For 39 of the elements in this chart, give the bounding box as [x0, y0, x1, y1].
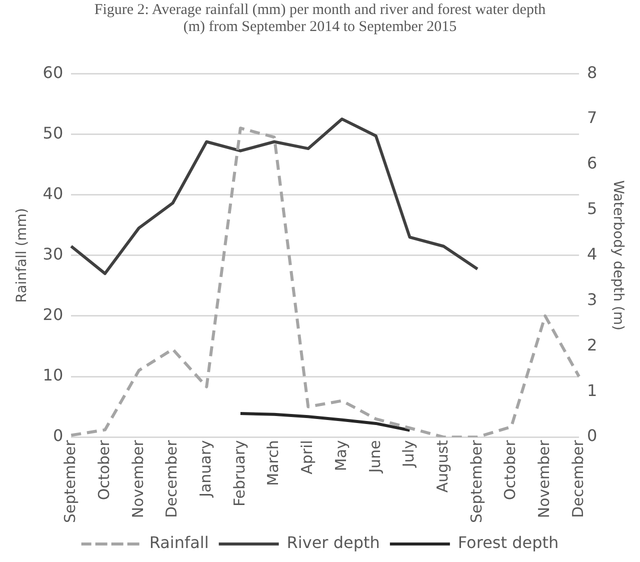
x-tick-label: November: [535, 439, 554, 518]
y2-tick-label: 1: [587, 380, 598, 400]
y-tick-label: 10: [42, 366, 64, 385]
x-tick-label: August: [433, 440, 452, 493]
x-tick-label: January: [196, 440, 214, 498]
x-tick-label: February: [230, 440, 248, 507]
x-tick-label: October: [94, 439, 113, 500]
legend-label: Rainfall: [149, 533, 209, 552]
y-tick-label: 0: [52, 426, 64, 446]
y2-axis-title: Waterbody depth (m): [610, 180, 626, 330]
x-tick-label: December: [568, 439, 587, 518]
x-tick-label: December: [162, 439, 181, 518]
x-tick-label: September: [61, 439, 80, 524]
y2-tick-label: 6: [587, 154, 598, 173]
line-series: [70, 126, 581, 438]
y2-tick-label: 7: [587, 108, 598, 128]
y-tick-label: 60: [42, 62, 64, 82]
legend-label: Forest depth: [458, 533, 559, 552]
y-tick-label: 50: [42, 123, 64, 142]
x-tick-label: May: [332, 440, 350, 472]
chart-title: Figure 2: Average rainfall (mm) per month and river and forest water depth (m) from September 2014 to September 2015: [93, 2, 547, 37]
x-tick-label: April: [298, 440, 316, 474]
y2-tick-label: 3: [587, 290, 598, 309]
x-tick-label: September: [467, 439, 486, 524]
x-tick-label: October: [501, 439, 520, 500]
x-tick-label: March: [264, 440, 282, 486]
y-tick-label: 40: [42, 184, 64, 203]
y-axis-title: Rainfall (mm): [14, 208, 30, 303]
legend-label: River depth: [286, 533, 380, 552]
y2-tick-label: 5: [587, 199, 598, 218]
y-tick-label: 20: [42, 305, 64, 324]
y2-tick-label: 4: [587, 244, 598, 264]
x-tick-label: November: [128, 439, 147, 518]
x-tick-label: June: [366, 440, 384, 474]
y2-tick-label: 8: [587, 62, 598, 82]
y-tick-label: 30: [42, 244, 64, 264]
y2-tick-label: 0: [587, 426, 598, 446]
y2-tick-label: 2: [587, 335, 598, 354]
x-tick-label: July: [400, 440, 418, 468]
